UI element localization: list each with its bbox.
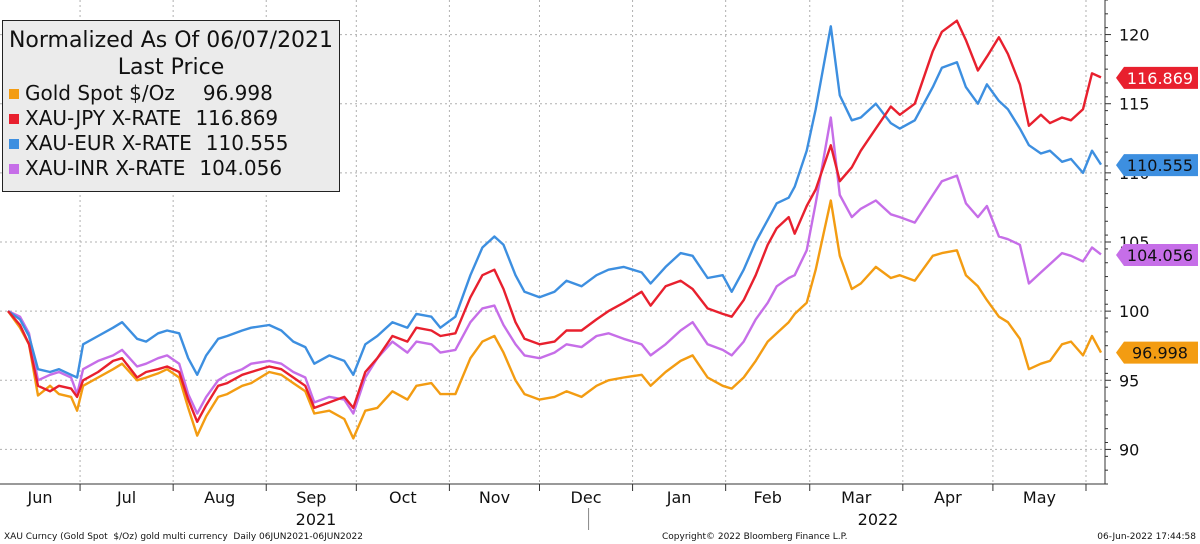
- legend-swatch: [9, 138, 19, 149]
- x-tick-label: Sep: [296, 488, 326, 507]
- last-value-tag: 104.056: [1116, 244, 1198, 267]
- last-value-tag: 96.998: [1116, 341, 1198, 364]
- y-tick-label: 100: [1119, 302, 1150, 321]
- series-line-xau-inr-x-rate: [7, 116, 1102, 415]
- x-tick-label: Aug: [204, 488, 235, 507]
- x-tick-label: May: [1023, 488, 1056, 507]
- legend-swatch: [9, 88, 19, 99]
- legend-series-name: Gold Spot $/Oz: [25, 81, 175, 105]
- series-lines: [7, 19, 1103, 440]
- legend-item: Gold Spot $/Oz 96.998: [3, 81, 339, 106]
- x-tick-label: Apr: [934, 488, 962, 507]
- x-tick-label: Jul: [116, 488, 136, 507]
- year-label: 2022: [858, 510, 899, 529]
- last-value-tag: 110.555: [1116, 154, 1198, 177]
- last-value-tags: 96.998 116.869 110.555 104.056: [1116, 66, 1198, 364]
- last-value-tag-label: 116.869: [1127, 69, 1193, 88]
- x-tick-label: Nov: [479, 488, 510, 507]
- legend-item: XAU-INR X-RATE 104.056: [3, 156, 339, 181]
- y-tick-label: 90: [1119, 440, 1139, 459]
- footer-source: XAU Curncy (Gold Spot $/Oz) gold multi c…: [4, 532, 363, 542]
- footer-timestamp: 06-Jun-2022 17:44:58: [1097, 532, 1196, 542]
- last-value-tag: 116.869: [1116, 66, 1198, 89]
- y-tick-label: 115: [1119, 95, 1150, 114]
- last-value-tag-label: 104.056: [1127, 246, 1193, 265]
- footer-copyright: Copyright© 2022 Bloomberg Finance L.P.: [662, 532, 848, 542]
- series-line-xau-jpy-x-rate: [7, 19, 1102, 423]
- legend-item: XAU-JPY X-RATE 116.869: [3, 106, 339, 131]
- last-value-tag-bg: [1116, 154, 1198, 177]
- series-line-xau-eur-x-rate: [7, 25, 1103, 379]
- legend-series-value: 110.555: [205, 131, 289, 155]
- y-tick-label: 95: [1119, 371, 1139, 390]
- last-value-tag-bg: [1116, 66, 1198, 89]
- legend: Normalized As Of 06/07/2021 Last Price G…: [2, 20, 340, 192]
- x-axis: Jun Jul Aug Sep Oct Nov Dec Jan Feb Mar Apr May 2021…: [0, 483, 1105, 530]
- legend-item: XAU-EUR X-RATE 110.555: [3, 131, 339, 156]
- year-label: 2021: [296, 510, 337, 529]
- legend-series-value: 116.869: [195, 106, 279, 130]
- legend-swatch: [9, 113, 19, 124]
- x-tick-label: Mar: [841, 488, 872, 507]
- last-value-tag-bg: [1116, 341, 1198, 364]
- gridlines: [0, 0, 1105, 484]
- legend-series-name: XAU-EUR X-RATE: [25, 131, 192, 155]
- legend-rows: Gold Spot $/Oz 96.998 XAU-JPY X-RATE 116.86…: [3, 81, 339, 181]
- legend-subtitle: Last Price: [117, 55, 225, 80]
- legend-series-value: 104.056: [199, 156, 283, 180]
- x-tick-label: Feb: [754, 488, 782, 507]
- legend-title: Normalized As Of 06/07/2021: [8, 28, 334, 53]
- y-tick-label: 120: [1119, 26, 1150, 45]
- x-tick-label: Jun: [27, 488, 53, 507]
- legend-series-value: 96.998: [202, 81, 273, 105]
- legend-series-name: XAU-JPY X-RATE: [25, 106, 182, 130]
- x-tick-label: Jan: [666, 488, 692, 507]
- series-line-gold-spot-oz: [7, 199, 1103, 440]
- last-value-tag-label: 110.555: [1127, 156, 1193, 175]
- x-tick-label: Oct: [389, 488, 417, 507]
- last-value-tag-label: 96.998: [1132, 344, 1188, 363]
- legend-swatch: [9, 163, 19, 174]
- last-value-tag-bg: [1116, 244, 1198, 267]
- x-tick-label: Dec: [571, 488, 602, 507]
- legend-series-name: XAU-INR X-RATE: [25, 156, 186, 180]
